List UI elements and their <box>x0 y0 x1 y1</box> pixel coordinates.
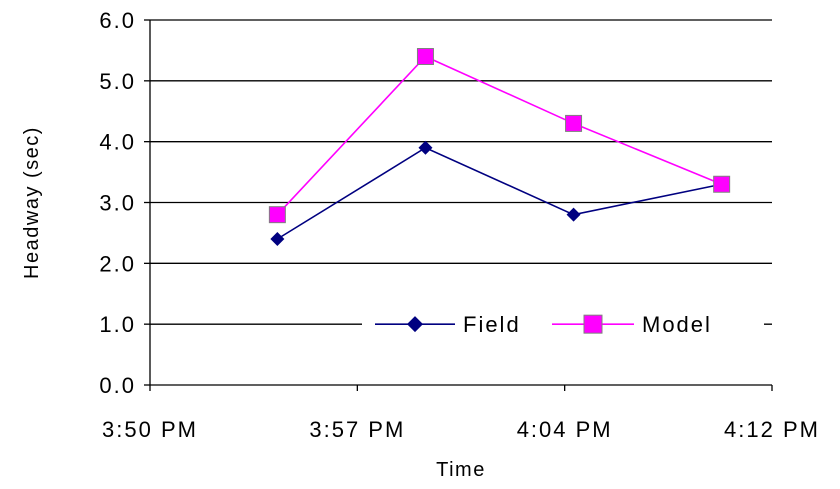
x-tick-label: 3:50 PM <box>102 417 198 442</box>
legend-label-model: Model <box>642 312 712 337</box>
series-line-field <box>276 146 722 240</box>
data-point-field <box>418 140 433 155</box>
x-axis-title: Time <box>436 459 486 481</box>
y-tick-label: 4.0 <box>99 130 136 155</box>
series-line-model <box>276 55 722 216</box>
axes <box>144 19 773 391</box>
x-tick-label: 4:12 PM <box>724 417 820 442</box>
data-point-field <box>270 232 285 246</box>
data-point-model <box>565 114 583 132</box>
legend-marker-field <box>407 316 423 333</box>
data-point-field <box>566 207 581 222</box>
y-tick-labels: 0.0 1.0 2.0 3.0 4.0 5.0 6.0 <box>99 8 136 398</box>
legend-marker-model <box>583 314 603 334</box>
y-tick-label: 0.0 <box>99 373 136 398</box>
series <box>268 48 731 246</box>
data-point-model <box>713 175 731 193</box>
y-axis-title: Headway (sec) <box>21 126 43 279</box>
y-tick-label: 2.0 <box>99 251 136 276</box>
x-tick-label: 4:04 PM <box>517 417 613 442</box>
x-tick-labels: 3:50 PM 3:57 PM 4:04 PM 4:12 PM <box>102 417 820 442</box>
legend: Field Model <box>362 304 764 345</box>
y-tick-label: 1.0 <box>99 312 136 337</box>
y-tick-label: 3.0 <box>99 191 136 216</box>
data-point-model <box>268 206 286 224</box>
legend-label-field: Field <box>463 312 521 337</box>
data-point-model <box>416 48 434 65</box>
gridlines <box>150 19 772 325</box>
x-tick-label: 3:57 PM <box>309 417 405 442</box>
y-tick-label: 6.0 <box>99 8 136 33</box>
y-tick-label: 5.0 <box>99 69 136 94</box>
